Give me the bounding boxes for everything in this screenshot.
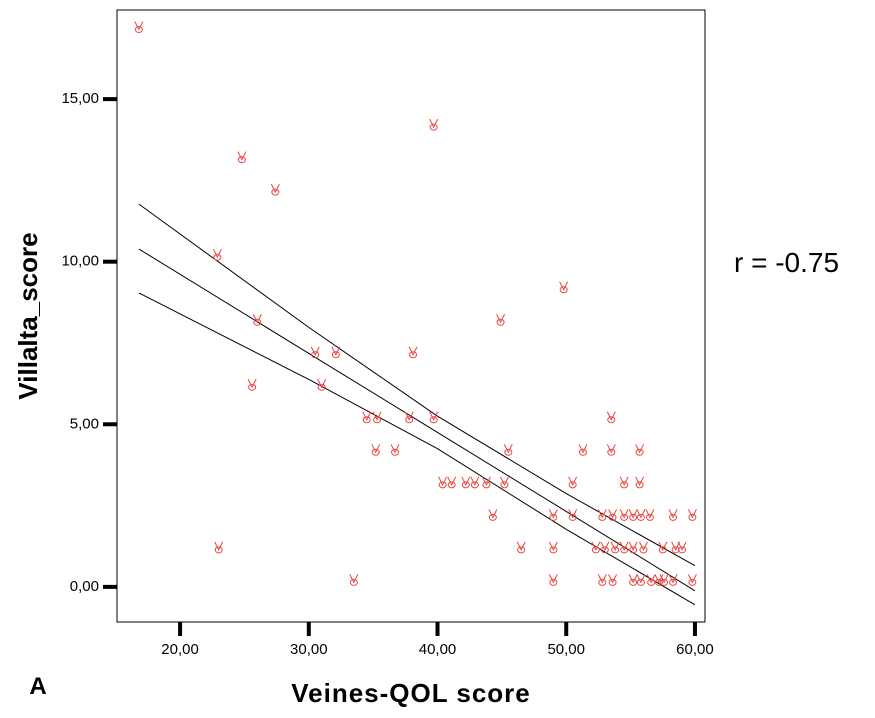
data-point (687, 574, 697, 586)
data-point (270, 183, 280, 196)
data-point (429, 411, 439, 424)
y-tick-label: 10,00 (61, 253, 99, 270)
correlation-annotation: r = -0.75 (734, 247, 839, 278)
data-point (608, 574, 618, 586)
data-point (252, 314, 262, 326)
data-point (212, 248, 222, 261)
data-point (645, 509, 655, 521)
data-point (606, 411, 616, 424)
data-point (671, 541, 681, 554)
data-point (362, 411, 372, 424)
fit-line (138, 292, 696, 606)
data-point (438, 476, 448, 489)
data-point (559, 281, 569, 294)
data-point (548, 541, 558, 554)
x-axis-title: Veines-QOL score (291, 678, 531, 708)
data-point (568, 476, 578, 489)
data-point (687, 509, 697, 521)
x-tick-label: 50,00 (547, 641, 585, 658)
y-axis-title: Villalta_score (13, 232, 43, 399)
data-point (608, 509, 618, 521)
data-point (317, 379, 327, 391)
data-point (349, 574, 359, 586)
data-point (488, 509, 498, 521)
data-point (331, 346, 341, 359)
data-point (619, 509, 629, 521)
data-point (658, 541, 668, 554)
data-point (639, 541, 648, 554)
data-point (668, 509, 678, 521)
data-point (636, 509, 646, 521)
data-point (496, 314, 506, 326)
data-point (610, 541, 620, 554)
data-point (310, 346, 320, 359)
data-point (247, 379, 257, 391)
data-point (390, 444, 400, 456)
data-point (606, 444, 616, 456)
data-point (635, 476, 645, 489)
data-point (568, 509, 578, 521)
data-point (597, 574, 607, 586)
data-point (646, 574, 656, 586)
data-point (636, 574, 646, 586)
data-point (516, 541, 526, 554)
data-point (628, 541, 638, 554)
x-tick-label: 20,00 (161, 641, 199, 658)
data-point (668, 574, 678, 586)
x-tick-label: 30,00 (290, 641, 328, 658)
y-tick-label: 0,00 (70, 578, 99, 595)
data-point (597, 509, 607, 521)
panel-label: A (29, 673, 46, 700)
data-point (578, 444, 588, 456)
data-point (659, 574, 669, 586)
data-point (214, 541, 224, 554)
plot-frame (116, 9, 706, 623)
data-point (548, 574, 558, 586)
data-point (500, 476, 509, 489)
x-tick-label: 60,00 (676, 641, 714, 658)
data-point (677, 541, 687, 554)
fit-line (138, 248, 696, 592)
data-point (481, 476, 491, 489)
data-point (548, 509, 558, 521)
x-tick-label: 40,00 (419, 641, 457, 658)
data-point (372, 411, 382, 424)
data-point (600, 541, 610, 554)
fit-line (138, 203, 696, 567)
data-point (408, 346, 418, 359)
data-point (591, 541, 601, 554)
data-point (619, 541, 629, 554)
data-point (628, 509, 638, 521)
data-point (635, 444, 645, 456)
data-point (404, 411, 414, 424)
data-point (371, 444, 381, 456)
data-point (461, 476, 471, 489)
y-tick-label: 5,00 (70, 415, 99, 432)
data-point (470, 476, 480, 489)
data-point (503, 444, 513, 456)
y-tick-label: 15,00 (61, 90, 99, 107)
data-point (447, 476, 457, 489)
data-point (134, 21, 144, 34)
data-point (237, 151, 247, 164)
data-point (628, 574, 638, 586)
data-point (619, 476, 629, 489)
data-point (429, 118, 439, 131)
